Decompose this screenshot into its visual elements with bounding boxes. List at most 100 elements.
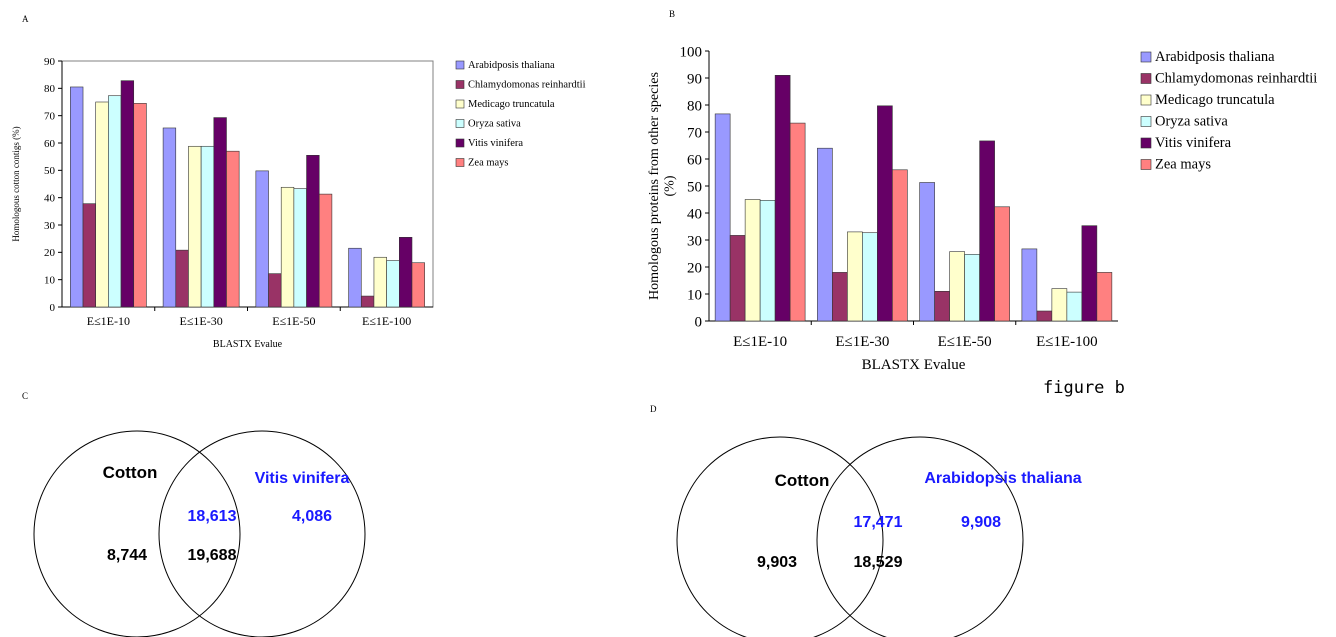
venn-d-right-circle xyxy=(816,436,1024,637)
chart-a-y-tick-label: 80 xyxy=(44,83,56,95)
chart-b-bar xyxy=(1096,272,1113,322)
chart-a-category-label: E≤1E-30 xyxy=(180,314,223,328)
chart-a-bar xyxy=(306,155,320,308)
chart-b-legend-label: Arabidposis thaliana xyxy=(1155,49,1275,65)
chart-a-y-tick-label: 20 xyxy=(44,247,56,259)
chart-a-x-axis-label: BLASTX Evalue xyxy=(213,339,283,350)
chart-a-legend-label: Medicago truncatula xyxy=(468,99,555,110)
chart-a-bar xyxy=(133,103,147,308)
venn-d-left-label: Cotton xyxy=(775,471,830,490)
chart-a-bar xyxy=(226,150,240,308)
chart-a-bar xyxy=(120,80,135,308)
chart-b-bar xyxy=(994,206,1010,322)
chart-b-y-tick-label: 100 xyxy=(680,44,703,60)
chart-b-category-label: E≤1E-100 xyxy=(1036,334,1098,350)
chart-a-y-tick-label: 0 xyxy=(50,302,56,314)
chart-b-bar xyxy=(817,147,833,322)
chart-b-y-tick-label: 40 xyxy=(687,206,702,222)
venn-c-right-only: 4,086 xyxy=(292,508,332,525)
chart-a-y-tick-label: 40 xyxy=(44,193,56,205)
chart-b-bar xyxy=(1021,248,1038,322)
chart-b-legend-label: Vitis vinifera xyxy=(1155,135,1232,151)
chart-a-y-tick-label: 30 xyxy=(44,220,56,232)
figure-b-caption: figure b xyxy=(1043,378,1125,398)
chart-a-legend-swatch xyxy=(455,158,465,167)
chart-a: 0 10 20 30 40 50 60 70 80 90 E≤1E-10 E≤1E-30 E≤1E-50… xyxy=(11,56,586,350)
chart-a-bar xyxy=(188,145,202,308)
chart-b-bar xyxy=(832,272,848,322)
chart-b-bar xyxy=(1036,310,1053,322)
chart-a-legend-swatch xyxy=(455,60,465,70)
chart-b-legend-swatch xyxy=(1140,51,1152,63)
panel-label-a: A xyxy=(22,14,29,24)
venn-c-right-label: Vitis vinifera xyxy=(255,470,350,487)
chart-b: 0 10 20 30 40 50 60 70 80 90 100 E≤1E-10 E≤1E-30 E≤1E… xyxy=(647,44,1317,373)
chart-a-bar xyxy=(318,193,333,308)
chart-a-legend-swatch xyxy=(455,119,465,128)
venn-c-overlap-top: 18,613 xyxy=(188,508,237,525)
chart-a-bar xyxy=(411,262,425,308)
venn-d-left-only: 9,903 xyxy=(757,554,797,571)
chart-a-legend-label: Oryza sativa xyxy=(468,119,521,130)
chart-b-bar xyxy=(1081,225,1098,322)
chart-b-legend-swatch xyxy=(1140,159,1152,170)
chart-b-legend-swatch xyxy=(1140,73,1152,84)
chart-a-bar xyxy=(360,295,375,308)
chart-a-bar xyxy=(82,203,96,308)
venn-d-overlap-bottom: 18,529 xyxy=(854,554,903,571)
venn-d: Cotton Arabidopsis thaliana 17,471 9,908… xyxy=(676,436,1082,637)
chart-a-bar xyxy=(280,186,295,308)
panel-label-c: C xyxy=(22,391,28,401)
chart-a-y-tick-label: 90 xyxy=(44,56,56,68)
chart-b-legend-label: Chlamydomonas reinhardtii xyxy=(1155,71,1317,87)
chart-b-bar xyxy=(979,140,995,322)
chart-b-x-axis-label: BLASTX Evalue xyxy=(862,357,966,373)
chart-b-y-axis-unit: (%) xyxy=(662,175,677,196)
chart-b-y-tick-label: 10 xyxy=(687,287,702,303)
chart-a-category-label: E≤1E-100 xyxy=(362,314,411,328)
chart-b-bar xyxy=(919,182,935,322)
chart-a-bar xyxy=(108,95,122,308)
chart-a-bar xyxy=(200,145,215,308)
chart-b-bar xyxy=(714,113,731,322)
chart-a-bar xyxy=(70,86,84,308)
venn-c-right-circle xyxy=(158,430,366,637)
chart-a-bar xyxy=(348,247,362,308)
chart-a-bar xyxy=(213,117,227,308)
chart-b-y-tick-label: 0 xyxy=(695,314,703,330)
chart-b-y-tick-label: 60 xyxy=(687,152,702,168)
panel-label-d: D xyxy=(650,404,657,414)
chart-b-bar xyxy=(789,122,806,322)
chart-b-bar xyxy=(964,254,980,322)
venn-d-right-label: Arabidopsis thaliana xyxy=(924,470,1081,487)
chart-b-y-tick-label: 50 xyxy=(687,179,702,195)
chart-a-bar xyxy=(386,260,400,308)
chart-b-bar xyxy=(877,105,893,322)
chart-a-bar xyxy=(399,237,413,308)
venn-c-overlap-bottom: 19,688 xyxy=(188,547,237,564)
chart-a-legend-label: Vitis vinifera xyxy=(468,138,523,149)
chart-b-bar xyxy=(1051,288,1068,322)
venn-c-left-only: 8,744 xyxy=(107,547,147,564)
chart-a-bar xyxy=(162,127,177,308)
chart-b-y-tick-label: 30 xyxy=(687,233,702,249)
chart-b-y-tick-label: 80 xyxy=(687,98,702,114)
chart-b-category-label: E≤1E-50 xyxy=(938,334,992,350)
chart-a-legend-swatch xyxy=(455,138,465,148)
chart-a-bar xyxy=(373,256,387,308)
chart-a-legend-label: Zea mays xyxy=(468,158,509,169)
chart-a-y-tick-label: 10 xyxy=(44,275,56,287)
venn-c: Cotton Vitis vinifera 18,613 4,086 8,744… xyxy=(33,430,366,637)
chart-b-bar xyxy=(934,290,950,322)
chart-b-y-tick-label: 20 xyxy=(687,260,702,276)
chart-a-bar xyxy=(268,273,282,308)
chart-b-bar xyxy=(892,169,908,322)
venn-c-left-label: Cotton xyxy=(103,463,158,482)
chart-b-y-tick-label: 70 xyxy=(687,125,702,141)
chart-b-category-label: E≤1E-30 xyxy=(835,334,889,350)
chart-a-y-tick-label: 70 xyxy=(44,111,56,123)
venn-d-overlap-top: 17,471 xyxy=(854,514,903,531)
chart-a-bar xyxy=(175,249,189,308)
chart-b-bar xyxy=(862,232,878,322)
chart-b-legend-label: Oryza sativa xyxy=(1155,114,1228,130)
